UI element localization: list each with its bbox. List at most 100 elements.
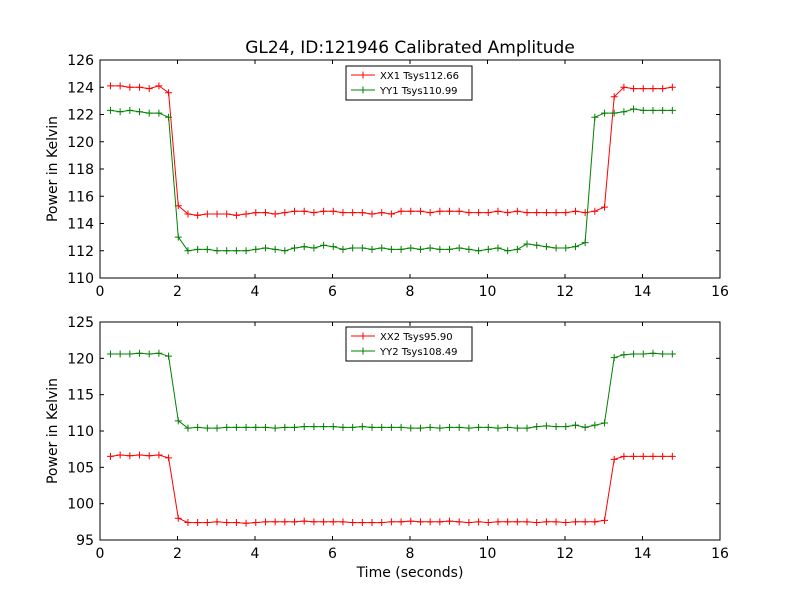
- data-point: [484, 423, 492, 431]
- data-point: [320, 518, 328, 526]
- y-tick-label: 100: [67, 497, 94, 513]
- data-point: [126, 350, 134, 358]
- data-point: [397, 245, 405, 253]
- data-point: [329, 243, 337, 251]
- data-point: [349, 209, 357, 217]
- data-point: [155, 349, 163, 357]
- data-point: [446, 245, 454, 253]
- y-tick-label: 122: [67, 108, 94, 124]
- data-point: [426, 518, 434, 526]
- data-point: [368, 519, 376, 527]
- data-point: [649, 106, 657, 114]
- chart-title: GL24, ID:121946 Calibrated Amplitude: [245, 38, 575, 58]
- data-point: [465, 245, 473, 253]
- data-point: [620, 452, 628, 460]
- data-point: [601, 203, 609, 211]
- y-tick-label: 120: [67, 135, 94, 151]
- data-point: [620, 351, 628, 359]
- legend-entry: XX1 Tsys112.66: [380, 71, 459, 82]
- data-point: [252, 209, 260, 217]
- data-point: [668, 350, 676, 358]
- legend-box: [345, 65, 473, 101]
- data-point: [649, 349, 657, 357]
- data-point: [591, 421, 599, 429]
- data-point: [436, 424, 444, 432]
- data-point: [639, 85, 647, 93]
- data-point: [106, 82, 114, 90]
- data-point: [630, 105, 638, 113]
- data-point: [475, 247, 483, 255]
- data-point: [184, 210, 192, 218]
- legend-marker: [359, 347, 367, 355]
- data-point: [174, 233, 182, 241]
- data-point: [145, 109, 153, 117]
- data-point: [291, 518, 299, 526]
- x-tick-label: 8: [406, 546, 415, 562]
- data-point: [601, 419, 609, 427]
- data-point: [358, 209, 366, 217]
- legend-entry: YY1 Tsys110.99: [379, 86, 458, 97]
- legend-marker: [359, 332, 367, 340]
- data-point: [562, 519, 570, 527]
- data-point: [300, 517, 308, 525]
- y-tick-label: 112: [67, 244, 94, 260]
- data-point: [659, 452, 667, 460]
- legend: XX2 Tsys95.90 YY2 Tsys108.49: [345, 326, 473, 362]
- data-point: [397, 518, 405, 526]
- data-point: [310, 423, 318, 431]
- data-point: [475, 518, 483, 526]
- data-point: [475, 423, 483, 431]
- data-point: [271, 424, 279, 432]
- data-point: [523, 518, 531, 526]
- data-point: [203, 210, 211, 218]
- data-point: [591, 518, 599, 526]
- y-tick-label: 125: [67, 315, 94, 331]
- data-point: [194, 245, 202, 253]
- x-tick-label: 0: [96, 284, 105, 300]
- data-point: [368, 245, 376, 253]
- data-point: [552, 518, 560, 526]
- data-point: [630, 85, 638, 93]
- data-point: [552, 209, 560, 217]
- data-point: [300, 243, 308, 251]
- data-point: [320, 423, 328, 431]
- data-point: [659, 85, 667, 93]
- data-point: [223, 247, 231, 255]
- data-point: [533, 519, 541, 527]
- data-point: [242, 247, 250, 255]
- data-point: [571, 243, 579, 251]
- data-point: [232, 423, 240, 431]
- data-point: [281, 247, 289, 255]
- data-point: [610, 455, 618, 463]
- data-point: [581, 423, 589, 431]
- data-point: [416, 424, 424, 432]
- data-point: [271, 518, 279, 526]
- data-point: [252, 423, 260, 431]
- data-point: [281, 518, 289, 526]
- data-point: [126, 452, 134, 460]
- data-point: [630, 452, 638, 460]
- data-point: [387, 210, 395, 218]
- data-point: [659, 350, 667, 358]
- data-point: [368, 423, 376, 431]
- data-point: [620, 108, 628, 116]
- data-point: [639, 106, 647, 114]
- data-point: [136, 83, 144, 91]
- data-point: [610, 354, 618, 362]
- data-point: [106, 452, 114, 460]
- data-point: [446, 423, 454, 431]
- data-point: [387, 518, 395, 526]
- data-point: [116, 350, 124, 358]
- data-point: [261, 423, 269, 431]
- data-point: [581, 239, 589, 247]
- data-point: [203, 519, 211, 527]
- data-point: [136, 349, 144, 357]
- x-tick-label: 14: [634, 284, 652, 300]
- legend-entry: YY2 Tsys108.49: [379, 347, 458, 358]
- data-point: [252, 519, 260, 527]
- data-point: [165, 352, 173, 360]
- data-point: [320, 207, 328, 215]
- data-point: [649, 85, 657, 93]
- data-point: [136, 108, 144, 116]
- data-point: [184, 519, 192, 527]
